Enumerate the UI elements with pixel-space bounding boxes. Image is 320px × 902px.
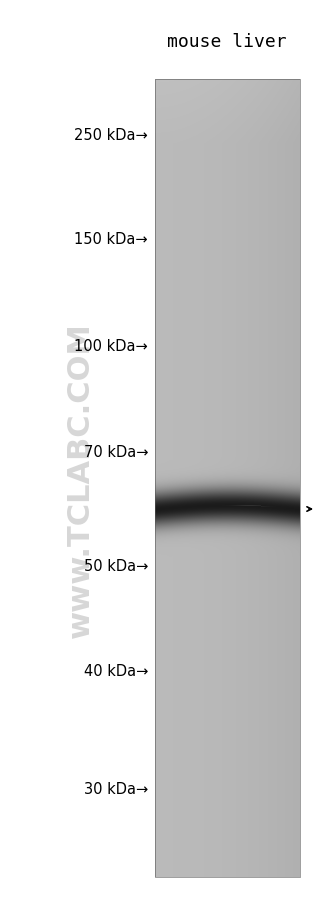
Text: 50 kDa→: 50 kDa→: [84, 559, 148, 574]
Text: 40 kDa→: 40 kDa→: [84, 664, 148, 678]
Text: 100 kDa→: 100 kDa→: [74, 339, 148, 354]
Text: 150 kDa→: 150 kDa→: [74, 232, 148, 247]
Text: mouse liver: mouse liver: [167, 33, 287, 51]
Text: 70 kDa→: 70 kDa→: [84, 445, 148, 460]
Text: 30 kDa→: 30 kDa→: [84, 782, 148, 796]
Text: www.TCLABC.COM: www.TCLABC.COM: [66, 322, 94, 637]
Bar: [155, 80, 300, 877]
Text: 250 kDa→: 250 kDa→: [74, 127, 148, 143]
